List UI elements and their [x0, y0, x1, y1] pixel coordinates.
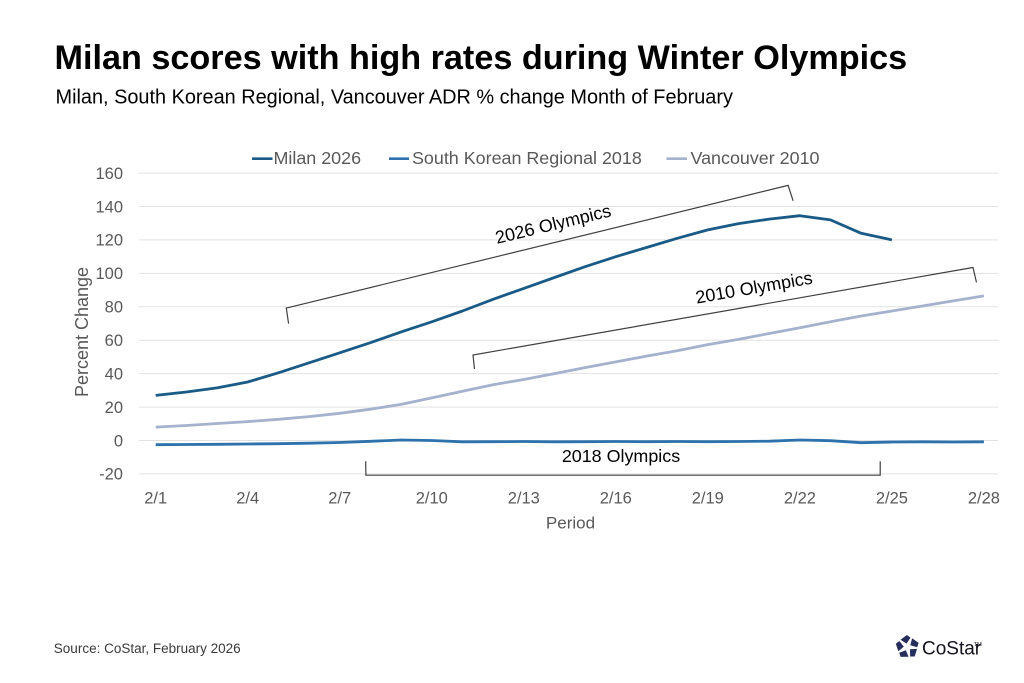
svg-text:2/4: 2/4	[236, 490, 259, 508]
svg-text:160: 160	[95, 165, 123, 183]
svg-text:Period: Period	[546, 514, 595, 533]
svg-text:Percent Change: Percent Change	[72, 267, 92, 397]
svg-text:40: 40	[105, 365, 123, 383]
svg-text:South Korean Regional 2018: South Korean Regional 2018	[412, 148, 642, 168]
svg-text:80: 80	[105, 299, 123, 317]
svg-text:Milan 2026: Milan 2026	[274, 148, 362, 168]
svg-text:2/10: 2/10	[416, 490, 448, 508]
svg-text:2/19: 2/19	[692, 490, 724, 508]
svg-text:Vancouver 2010: Vancouver 2010	[691, 148, 820, 168]
svg-text:20: 20	[105, 399, 123, 417]
svg-text:2/7: 2/7	[328, 490, 351, 508]
svg-text:2/25: 2/25	[876, 490, 908, 508]
svg-text:Milan, South Korean Regional,: Milan, South Korean Regional, Vancouver …	[56, 86, 733, 108]
svg-text:-20: -20	[99, 466, 123, 484]
svg-text:60: 60	[105, 332, 123, 350]
svg-text:100: 100	[95, 265, 123, 283]
svg-text:Source: CoStar, February 2026: Source: CoStar, February 2026	[54, 641, 241, 656]
svg-text:2/13: 2/13	[508, 490, 540, 508]
svg-text:TM: TM	[974, 642, 983, 648]
svg-text:0: 0	[114, 432, 123, 450]
svg-text:120: 120	[95, 232, 123, 250]
svg-text:CoStar: CoStar	[922, 639, 982, 660]
svg-text:Milan scores with high rates d: Milan scores with high rates during Wint…	[55, 39, 908, 77]
svg-text:2/16: 2/16	[600, 490, 632, 508]
svg-text:2018 Olympics: 2018 Olympics	[562, 446, 680, 466]
svg-text:2026 Olympics: 2026 Olympics	[493, 201, 613, 248]
svg-text:2/22: 2/22	[784, 490, 816, 508]
svg-text:2/28: 2/28	[968, 490, 1000, 508]
svg-text:2/1: 2/1	[144, 490, 167, 508]
svg-text:140: 140	[95, 198, 123, 216]
